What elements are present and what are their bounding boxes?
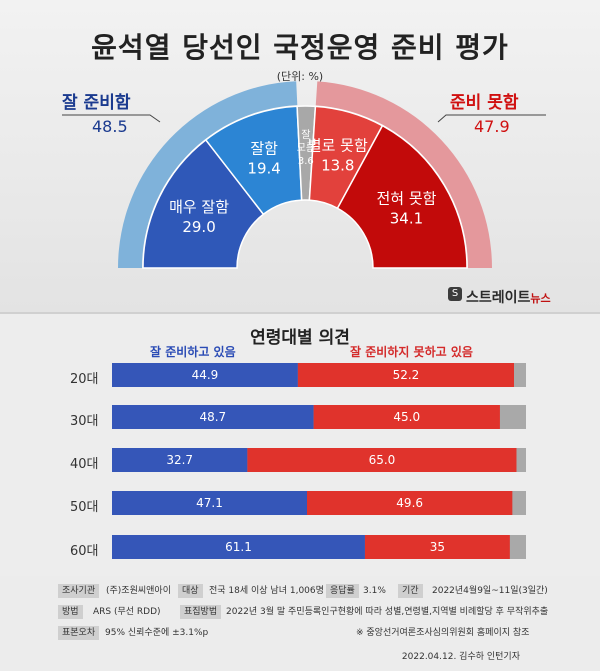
error-value: 95% 신뢰수준에 ±3.1%p [105, 628, 209, 638]
section-divider [0, 312, 600, 314]
brand-logo: 스트레이트뉴스 [466, 287, 551, 307]
legend-left: 잘 준비하고 있음 [150, 345, 236, 359]
bar-right-3 [306, 491, 513, 515]
credit: 2022.04.12. 김수하 인턴기자 [401, 652, 520, 662]
unit-label: (단위: %) [276, 70, 324, 83]
bar-left-value-3: 47.1 [196, 496, 223, 510]
page-title: 윤석열 당선인 국정운영 준비 평가 [91, 31, 509, 64]
sampling-value: 2022년 3월 말 주민등록인구현황에 따라 성별,연령별,지역별 비례할당 … [226, 607, 549, 617]
age-label-0: 20대 [70, 372, 99, 387]
bar-right-1 [313, 405, 500, 429]
bar-left-3 [112, 491, 307, 515]
bar-left-value-0: 44.9 [192, 368, 219, 382]
bar-right-value-4: 35 [430, 540, 445, 554]
slice-value-1: 19.4 [247, 159, 280, 177]
method-value: ARS (무선 RDD) [93, 607, 161, 617]
bar-right-value-3: 49.6 [396, 496, 423, 510]
age-label-2: 40대 [70, 457, 99, 472]
donut-panel: 윤석열 당선인 국정운영 준비 평가 (단위: %) 매우 잘함 29.0 잘함 19… [0, 0, 600, 312]
outer-slice-1 [315, 81, 492, 268]
age-bar-panel: 연령대별 의견 잘 준비하고 있음 잘 준비하지 못하고 있음 20대 30대 40… [0, 314, 600, 576]
inner-slice-4 [336, 124, 468, 269]
source-note: ※ 중앙선거여론조사심의위원회 홈페이지 참조 [356, 628, 530, 638]
response-value: 3.1% [363, 586, 386, 596]
slice-value-4: 34.1 [390, 210, 423, 228]
age-label-3: 50대 [70, 500, 99, 515]
outer-label-1: 준비 못함 [450, 92, 519, 113]
outer-value-0: 48.5 [92, 117, 128, 136]
bar-left-value-2: 32.7 [166, 453, 193, 467]
error-tag: 표본오차 [58, 626, 100, 640]
bar-right-value-2: 65.0 [369, 453, 396, 467]
outer-value-1: 47.9 [474, 117, 510, 136]
slice-value-2: 3.6 [298, 156, 314, 167]
outer-slice-0 [118, 81, 298, 268]
period-tag: 기간 [398, 584, 423, 598]
slice-label-0: 매우 잘함 [169, 198, 229, 216]
period-value: 2022년4월9일~11일(3일간) [432, 586, 548, 596]
slice-label-2: 잘 [301, 129, 310, 141]
slice-label-2-b: 모름 [297, 142, 315, 154]
slice-label-1: 잘함 [250, 139, 278, 157]
brand-name: 스트레이트 [466, 290, 531, 306]
age-label-1: 30대 [70, 414, 99, 429]
bar-right-value-0: 52.2 [393, 368, 420, 382]
brand-suffix: 뉴스 [530, 292, 551, 305]
bar-left-value-4: 61.1 [225, 540, 252, 554]
bar-right-0 [297, 363, 514, 387]
outer-leader-0 [62, 114, 161, 123]
target-value: 전국 18세 이상 남녀 1,006명 [209, 586, 324, 596]
bar-left-0 [112, 363, 298, 387]
agency-value: (주)조원씨앤아이 [106, 586, 171, 596]
bar-right-4 [364, 535, 510, 559]
slice-value-0: 29.0 [182, 218, 215, 236]
sampling-tag: 표집방법 [180, 605, 222, 619]
target-tag: 대상 [178, 584, 203, 598]
slice-value-3: 13.8 [321, 157, 354, 175]
bar-left-2 [112, 448, 248, 472]
bar-right-value-1: 45.0 [393, 410, 420, 424]
agency-tag: 조사기관 [58, 584, 100, 598]
bar-left-value-1: 48.7 [199, 410, 226, 424]
bar-right-2 [247, 448, 517, 472]
survey-footer: 조사기관 (주)조원씨앤아이 대상 전국 18세 이상 남녀 1,006명 응답… [0, 576, 600, 671]
stacked-bar-chart: 44.9 52.2 48.7 45.0 32.7 65.0 47.1 49.6 61.1 35 [112, 363, 526, 559]
half-donut-chart: 매우 잘함 29.0 잘함 19.4 잘모름 3.6별로 못함 13.8 전혀 못함 34.1 잘… [62, 81, 546, 269]
legend-right: 잘 준비하지 못하고 있음 [350, 345, 473, 359]
age-label-4: 60대 [70, 544, 99, 559]
method-tag: 방법 [58, 605, 83, 619]
response-tag: 응답률 [326, 584, 359, 598]
brand-logo-icon: S [448, 287, 462, 301]
slice-label-3: 별로 못함 [308, 137, 368, 155]
bar-chart-title: 연령대별 의견 [250, 328, 350, 348]
outer-leader-1 [437, 114, 546, 123]
bar-left-4 [112, 535, 365, 559]
bar-left-1 [112, 405, 314, 429]
outer-label-0: 잘 준비함 [62, 92, 131, 113]
slice-label-4: 전혀 못함 [376, 190, 436, 208]
